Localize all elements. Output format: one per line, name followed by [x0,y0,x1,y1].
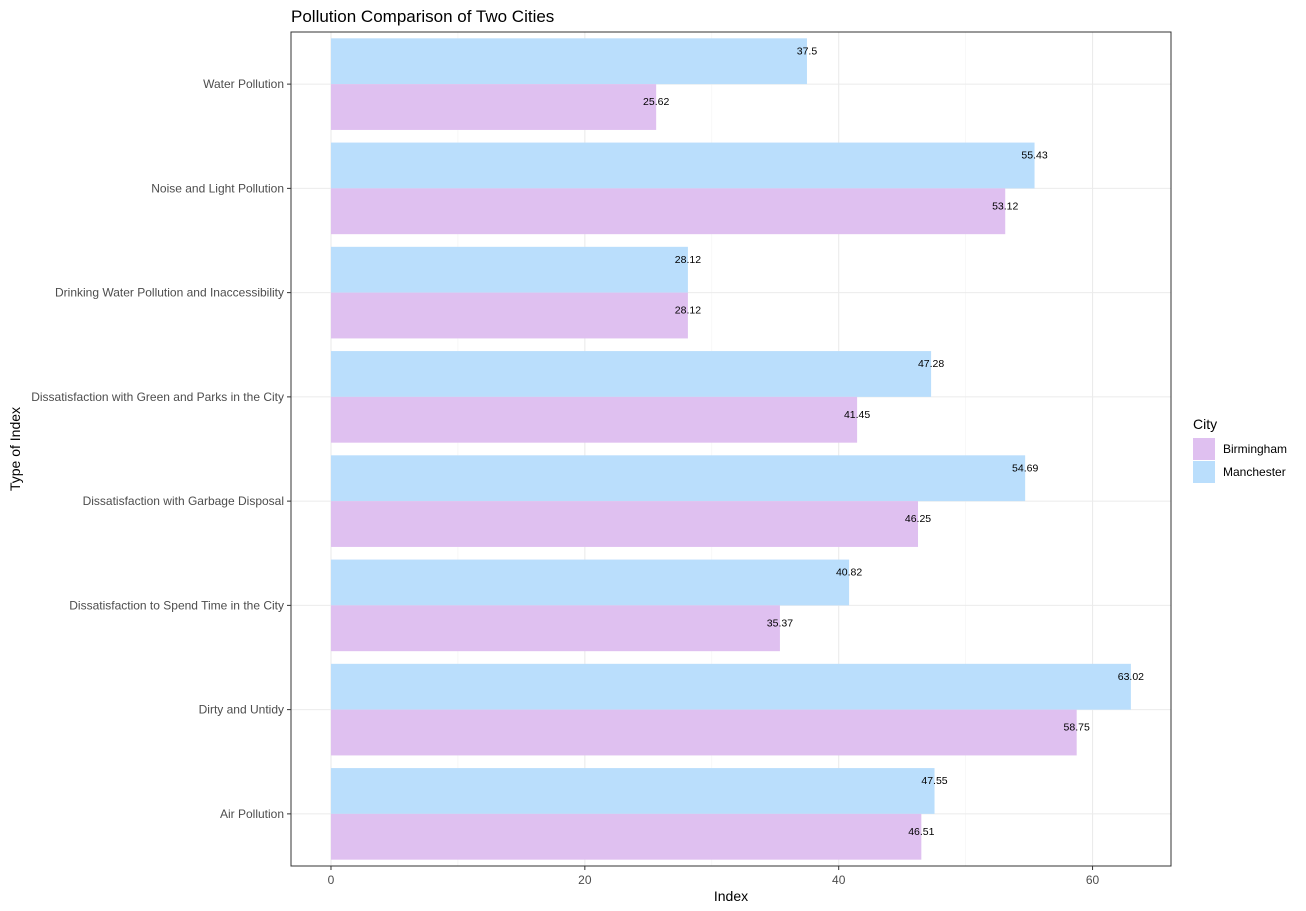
bar-manchester [330,768,935,814]
bar-manchester [330,663,1131,710]
bar-manchester [330,455,1026,502]
bar-birmingham [330,188,1006,235]
y-tick-label: Dissatisfaction with Garbage Disposal [83,494,284,508]
x-axis: 0 20 40 60 [328,866,1100,887]
value-label-birmingham: 28.12 [675,305,701,317]
legend-title: City [1193,416,1217,432]
x-tick-label: 0 [328,873,335,887]
bars [330,38,1131,860]
y-tick-label: Noise and Light Pollution [151,181,284,195]
value-label-manchester: 28.12 [675,254,701,266]
bar-manchester [330,38,807,85]
bar-birmingham [330,605,780,652]
y-tick-label: Dissatisfaction with Green and Parks in … [31,390,284,404]
value-label-birmingham: 46.25 [905,513,931,525]
value-label-manchester: 47.55 [921,775,947,787]
bar-birmingham [330,84,657,130]
value-label-birmingham: 41.45 [844,409,870,421]
value-label-manchester: 40.82 [836,567,862,579]
bar-manchester [330,142,1035,189]
legend: City Birmingham Manchester [1193,416,1287,483]
x-tick-label: 40 [832,873,846,887]
legend-key-birmingham [1193,438,1215,460]
value-label-manchester: 47.28 [918,358,944,370]
bar-birmingham [330,709,1077,756]
y-tick-label: Dirty and Untidy [199,703,284,717]
value-label-birmingham: 58.75 [1064,722,1090,734]
y-tick-label: Drinking Water Pollution and Inaccessibi… [55,286,284,300]
y-axis-title: Type of Index [7,407,23,491]
legend-label-manchester: Manchester [1223,465,1286,479]
plot-panel-border [290,31,1172,867]
x-tick-label: 20 [578,873,592,887]
chart-title: Pollution Comparison of Two Cities [291,7,554,26]
x-axis-title: Index [714,888,748,904]
value-labels: 37.5 25.62 55.43 53.12 28.12 28.12 47.28 41.45 5… [643,45,1144,838]
value-label-birmingham: 53.12 [992,200,1018,212]
bar-manchester [330,351,932,397]
value-label-manchester: 54.69 [1012,462,1038,474]
value-label-manchester: 55.43 [1021,150,1047,162]
y-tick-label: Air Pollution [220,807,284,821]
bar-manchester [330,559,850,606]
value-label-birmingham: 46.51 [908,826,934,838]
bar-birmingham [330,501,919,547]
bar-manchester [330,246,688,293]
x-tick-label: 60 [1086,873,1100,887]
value-label-birmingham: 35.37 [767,617,793,629]
bar-birmingham [330,292,688,339]
y-axis: Water Pollution Noise and Light Pollution… [31,77,291,821]
y-tick-label: Dissatisfaction to Spend Time in the Cit… [69,598,284,612]
legend-label-birmingham: Birmingham [1223,442,1287,456]
value-label-birmingham: 25.62 [643,96,669,108]
value-label-manchester: 63.02 [1118,671,1144,683]
bar-birmingham [330,396,858,443]
y-tick-label: Water Pollution [203,77,284,91]
bar-birmingham [330,813,922,860]
value-label-manchester: 37.5 [797,45,818,57]
legend-key-manchester [1193,461,1215,483]
